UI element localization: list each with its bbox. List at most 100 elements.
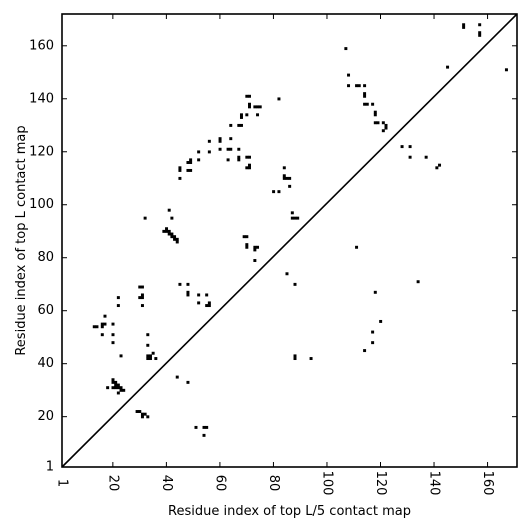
contact-point (162, 229, 166, 233)
contact-point (207, 139, 211, 143)
contact-point (245, 155, 249, 159)
contact-point (100, 333, 104, 337)
contact-point (197, 301, 201, 305)
contact-point (245, 113, 249, 117)
contact-point (146, 333, 150, 337)
contact-point (167, 229, 171, 233)
contact-point (245, 243, 249, 247)
diagonal-line (61, 13, 518, 468)
contact-point (416, 280, 420, 284)
x-tick-label: 140 (427, 471, 442, 496)
contact-point (114, 386, 118, 390)
contact-point (143, 412, 147, 416)
contact-point (226, 147, 230, 151)
contact-point (100, 322, 104, 326)
contact-point (167, 208, 171, 212)
contact-point (178, 176, 182, 180)
contact-point (363, 94, 367, 98)
contact-point (111, 386, 115, 390)
x-tick-label: 60 (212, 475, 227, 492)
contact-point (119, 386, 123, 390)
contact-point (111, 380, 115, 384)
contact-point (424, 155, 428, 159)
contact-point (138, 410, 142, 413)
contact-point (194, 425, 198, 429)
contact-point (256, 245, 260, 249)
contact-point (373, 121, 377, 125)
contact-point (151, 351, 155, 355)
contact-point (170, 232, 174, 236)
contact-point (95, 325, 99, 329)
contact-point (178, 168, 182, 172)
contact-point (229, 147, 233, 151)
contact-point (186, 290, 190, 294)
contact-point (282, 174, 286, 178)
contact-point (218, 139, 222, 143)
y-tick-label: 120 (29, 144, 54, 159)
x-tick-label: 100 (319, 471, 334, 496)
y-tick-label: 60 (37, 303, 54, 318)
contact-point (293, 282, 297, 286)
contact-point (379, 319, 383, 323)
y-tick-label: 140 (29, 91, 54, 106)
contact-point (245, 166, 249, 170)
contact-point (119, 388, 123, 392)
contact-point (207, 304, 211, 308)
contact-point (135, 410, 139, 413)
contact-point (285, 272, 289, 276)
contact-point (116, 296, 120, 300)
contact-point (140, 293, 144, 297)
contact-point (202, 433, 206, 437)
contact-point (189, 168, 193, 172)
contact-point (197, 158, 201, 162)
contact-point (103, 322, 107, 326)
contact-point (373, 113, 377, 117)
contact-point (186, 293, 190, 297)
contact-point (309, 357, 313, 361)
x-tick-label: 40 (159, 475, 174, 492)
x-tick-label: 80 (266, 475, 281, 492)
contact-point (282, 166, 286, 170)
contact-point (175, 375, 179, 379)
y-tick-label: 1 (46, 460, 54, 475)
y-tick-label: 100 (29, 197, 54, 212)
contact-point (229, 137, 233, 141)
contact-point (384, 126, 388, 130)
contact-point (111, 333, 115, 337)
contact-point (186, 168, 190, 172)
contact-point (256, 113, 260, 117)
contact-point (365, 102, 369, 106)
data-points (92, 23, 508, 437)
contact-point (237, 158, 241, 162)
contact-point (277, 97, 281, 101)
contact-point (285, 176, 289, 180)
contact-point (245, 245, 249, 249)
contact-point (165, 227, 169, 231)
contact-point (248, 102, 251, 106)
contact-point (140, 412, 144, 416)
contact-point (116, 386, 120, 390)
contact-point (218, 147, 222, 151)
contact-point (245, 235, 249, 239)
contact-point (381, 121, 385, 125)
contact-point (205, 293, 209, 297)
x-tick-label: 160 (480, 471, 495, 496)
contact-point (248, 163, 251, 167)
contact-point (167, 232, 171, 236)
contact-point (92, 325, 96, 329)
contact-point (229, 123, 233, 127)
contact-point (239, 115, 243, 119)
contact-point (138, 296, 142, 300)
contact-point (245, 94, 249, 98)
contact-point (446, 65, 450, 69)
contact-point (256, 105, 260, 109)
contact-point (408, 155, 412, 159)
contact-point (122, 388, 126, 392)
contact-point (186, 380, 190, 384)
contact-point (119, 354, 123, 358)
contact-point (363, 84, 367, 88)
contact-point (253, 259, 257, 262)
contact-point (462, 23, 466, 27)
contact-point (438, 163, 442, 167)
contact-point (373, 110, 377, 114)
